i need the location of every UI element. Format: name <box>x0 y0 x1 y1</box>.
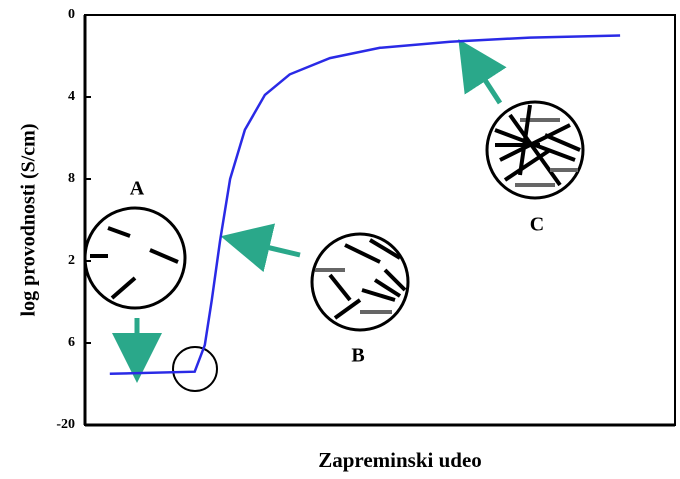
y-tick-label: 0 <box>68 7 75 22</box>
data-line <box>110 36 620 374</box>
illustration-c <box>487 102 583 198</box>
y-tick-label: 6 <box>68 335 75 350</box>
chart: log provodnosti (S/cm) Zapreminski udeo <box>0 0 680 479</box>
annotation: C <box>530 214 544 236</box>
y-tick-label: -20 <box>56 417 75 432</box>
y-tick-label: 4 <box>68 89 75 104</box>
illustration-b <box>312 234 408 330</box>
illustration-a <box>85 208 185 308</box>
y-tick-label: 2 <box>68 253 75 268</box>
y-axis-label: log provodnosti (S/cm) <box>18 124 40 317</box>
annotation: B <box>351 345 364 367</box>
arrow <box>245 242 300 255</box>
annotation: A <box>130 178 145 200</box>
x-axis-label: Zapreminski udeo <box>318 448 482 472</box>
arrow <box>472 60 500 103</box>
y-tick-label: 8 <box>68 171 75 186</box>
